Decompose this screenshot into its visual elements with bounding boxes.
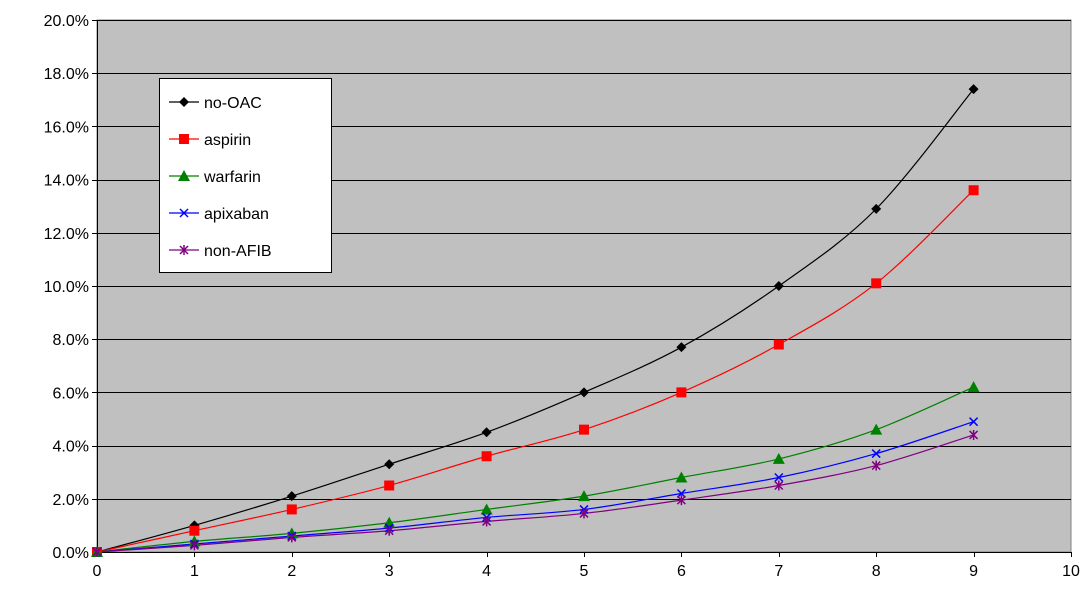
- data-point-apixaban: [774, 472, 784, 483]
- y-tick-label: 6.0%: [53, 385, 89, 402]
- legend-label-aspirin: aspirin: [204, 132, 251, 149]
- x-tick-label: 2: [287, 563, 296, 580]
- x-tick-label: 3: [385, 563, 394, 580]
- data-point-non-afib: [189, 540, 199, 551]
- data-point-aspirin: [286, 504, 297, 515]
- legend-marker-non-afib: [179, 245, 189, 255]
- data-point-no-oac: [676, 342, 687, 353]
- x-tick-label: 8: [872, 563, 881, 580]
- y-tick-label: 20.0%: [44, 13, 89, 30]
- data-point-aspirin: [189, 525, 200, 536]
- y-tick-label: 2.0%: [53, 492, 89, 509]
- data-point-no-oac: [286, 491, 297, 502]
- data-point-no-oac: [384, 459, 395, 470]
- data-point-apixaban: [676, 488, 686, 499]
- data-point-no-oac: [871, 203, 882, 214]
- y-tick-label: 18.0%: [44, 66, 89, 83]
- data-point-aspirin: [676, 387, 687, 398]
- legend-label-apixaban: apixaban: [204, 206, 269, 223]
- x-tick-label: 5: [580, 563, 589, 580]
- legend-label-no-oac: no-OAC: [204, 95, 262, 112]
- data-point-apixaban: [871, 449, 881, 459]
- data-point-aspirin: [968, 185, 979, 196]
- data-point-no-oac: [968, 84, 979, 95]
- series-line-warfarin: [96, 386, 974, 553]
- data-point-aspirin: [579, 424, 589, 435]
- data-point-non-afib: [871, 460, 881, 471]
- legend-marker-no-oac: [179, 97, 189, 107]
- data-point-aspirin: [871, 278, 882, 289]
- data-point-warfarin: [578, 490, 590, 502]
- series-line-no-oac: [96, 88, 975, 553]
- data-point-non-afib: [384, 525, 394, 536]
- data-point-non-afib: [287, 532, 297, 543]
- y-tick-label: 14.0%: [44, 173, 89, 190]
- x-tick-label: 6: [677, 563, 686, 580]
- data-point-non-afib: [774, 480, 784, 491]
- data-point-warfarin: [772, 452, 785, 464]
- x-tick-label: 0: [93, 563, 102, 580]
- legend-marker-apixaban: [179, 208, 189, 218]
- x-tick-label: 4: [482, 563, 491, 580]
- legend-marker-aspirin: [179, 134, 189, 144]
- legend-label-warfarin: warfarin: [203, 169, 261, 186]
- data-point-aspirin: [384, 480, 395, 491]
- y-tick-label: 0.0%: [53, 545, 89, 562]
- data-point-non-afib: [92, 547, 102, 557]
- x-tick-label: 1: [190, 563, 199, 580]
- legend-label-non-afib: non-AFIB: [204, 243, 272, 260]
- data-point-no-oac: [579, 387, 589, 398]
- legend-marker-warfarin: [178, 170, 190, 181]
- data-point-no-oac: [481, 427, 492, 438]
- series-line-apixaban: [96, 421, 974, 553]
- data-point-warfarin: [967, 381, 980, 393]
- x-tick-label: 7: [774, 563, 783, 580]
- y-tick-label: 4.0%: [53, 439, 89, 456]
- data-point-apixaban: [969, 417, 979, 427]
- x-tick-label: 10: [1062, 563, 1080, 580]
- data-point-non-afib: [969, 429, 979, 440]
- data-point-warfarin: [480, 503, 493, 515]
- data-point-warfarin: [675, 471, 688, 483]
- x-tick-label: 9: [969, 563, 978, 580]
- y-tick-label: 10.0%: [44, 279, 89, 296]
- y-tick-label: 8.0%: [53, 332, 89, 349]
- data-point-non-afib: [579, 508, 589, 519]
- data-point-warfarin: [870, 423, 883, 435]
- data-point-aspirin: [773, 339, 784, 350]
- series-line-non-afib: [96, 434, 974, 553]
- series-line-aspirin: [96, 189, 975, 553]
- y-tick-label: 16.0%: [44, 119, 89, 136]
- data-point-non-afib: [482, 516, 492, 527]
- data-point-non-afib: [676, 495, 686, 506]
- y-tick-label: 12.0%: [44, 226, 89, 243]
- data-point-no-oac: [773, 281, 784, 291]
- data-point-aspirin: [481, 451, 492, 462]
